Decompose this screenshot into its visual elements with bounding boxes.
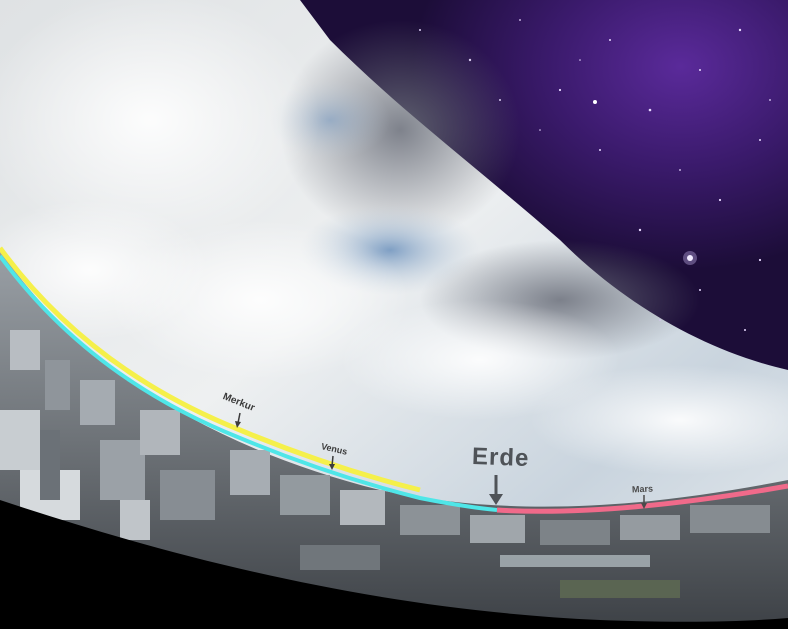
merkur-arrow-icon [235, 412, 241, 428]
clouds [0, 0, 788, 475]
fisheye-vignette [0, 500, 788, 629]
planet-label-mars: Mars [631, 483, 654, 495]
stars [419, 19, 771, 331]
storm-cloud [280, 20, 520, 240]
orbit-line-inner [0, 246, 421, 493]
erde-arrow-icon [489, 475, 503, 505]
venus-arrow-icon [329, 455, 335, 470]
orbit-line-cyan [0, 254, 498, 512]
orbit-line-outer [496, 483, 788, 514]
city-buildings [0, 330, 770, 598]
planet-label-erde: Erde [471, 443, 530, 472]
mars-arrow-icon [641, 495, 647, 509]
